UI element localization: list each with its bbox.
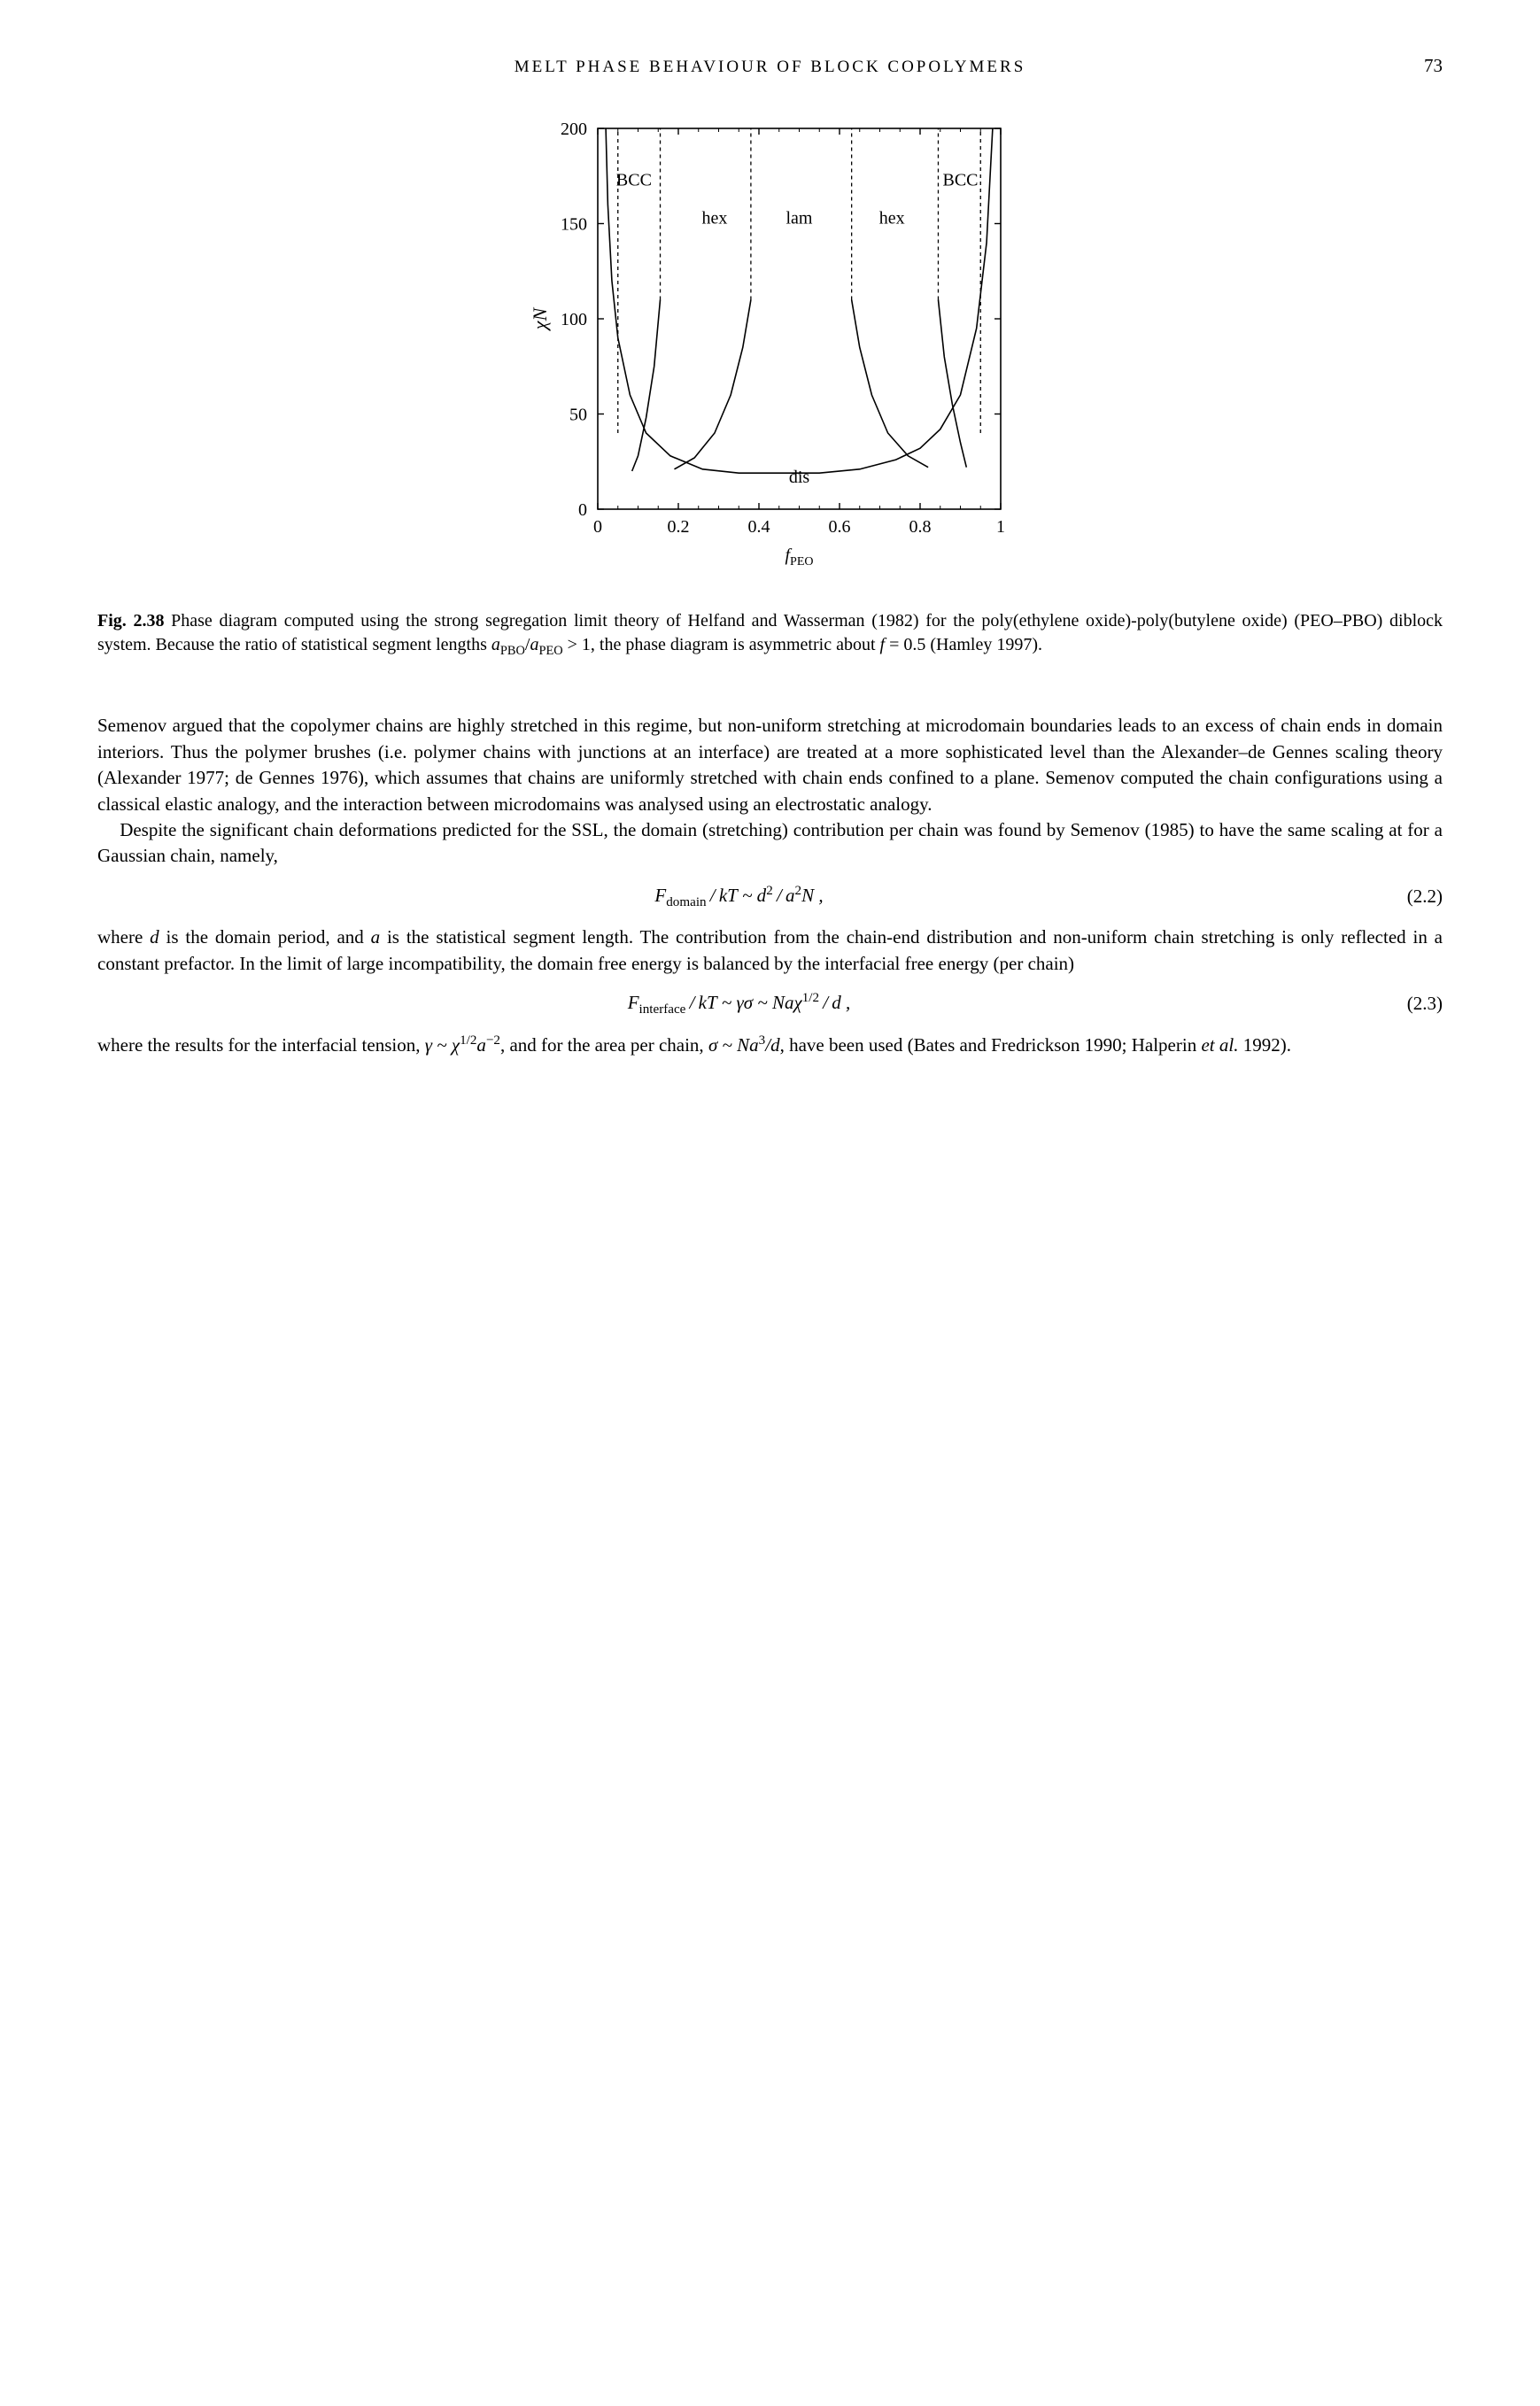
svg-text:150: 150 [561,214,587,234]
caption-a1: a [491,635,500,654]
svg-text:χN: χN [529,306,551,331]
paragraph-3: where d is the domain period, and a is t… [97,924,1443,977]
p4-c: , have been used (Bates and Fredrickson … [780,1034,1202,1056]
p4-overd: /d [765,1034,779,1056]
caption-gt: > 1, the phase diagram is asymmetric abo… [563,635,880,654]
paragraph-4: where the results for the interfacial te… [97,1032,1443,1058]
p4-d: 1992). [1238,1034,1291,1056]
equation-2-2-number: (2.2) [1381,884,1443,909]
svg-text:BCC: BCC [942,170,978,190]
running-head: MELT PHASE BEHAVIOUR OF BLOCK COPOLYMERS [133,56,1407,80]
figure-2-38: 0 0.2 0.4 0.6 0.8 1 0 50 100 150 200 fPEO χN BCC BCC he… [97,115,1443,583]
page-header: MELT PHASE BEHAVIOUR OF BLOCK COPOLYMERS… [97,53,1443,80]
caption-sub-peo: PEO [538,644,562,658]
svg-text:1: 1 [996,517,1005,537]
figure-caption: Fig. 2.38 Phase diagram computed using t… [97,609,1443,660]
p4-etal: et al. [1201,1034,1238,1056]
svg-text:100: 100 [561,310,587,329]
svg-text:dis: dis [788,467,809,486]
equation-2-3-body: Finterface / kT ~ γσ ~ Naχ1/2 / d , [97,989,1381,1019]
p3-avar: a [371,926,381,948]
p4-gamma: γ ~ χ [425,1034,460,1056]
page-number: 73 [1407,53,1443,79]
svg-text:0.4: 0.4 [747,517,770,537]
p4-b: , and for the area per chain, [500,1034,708,1056]
caption-sub-pbo: PBO [500,644,525,658]
svg-text:fPEO: fPEO [785,545,813,569]
svg-text:0.8: 0.8 [909,517,931,537]
paragraph-1: Semenov argued that the copolymer chains… [97,713,1443,817]
p3-d: d [150,926,159,948]
p3-a: where [97,926,150,948]
equation-2-3: Finterface / kT ~ γσ ~ Naχ1/2 / d , (2.3… [97,989,1443,1019]
equation-2-2: Fdomain / kT ~ d2 / a2N , (2.2) [97,882,1443,912]
svg-text:200: 200 [561,120,587,139]
svg-text:50: 50 [569,405,587,424]
equation-2-3-number: (2.3) [1381,991,1443,1017]
p3-b: is the domain period, and [159,926,371,948]
svg-text:0.2: 0.2 [667,517,689,537]
p4-sigma: σ ~ Na [708,1034,759,1056]
svg-text:0.6: 0.6 [828,517,850,537]
p4-a: where the results for the interfacial te… [97,1034,425,1056]
paragraph-2: Despite the significant chain deformatio… [97,817,1443,870]
equation-2-2-body: Fdomain / kT ~ d2 / a2N , [97,882,1381,912]
svg-text:hex: hex [878,208,904,228]
caption-label: Fig. 2.38 [97,611,164,631]
caption-tail: = 0.5 (Hamley 1997). [885,635,1042,654]
caption-a2: a [530,635,538,654]
svg-text:BCC: BCC [615,170,651,190]
phase-diagram-chart: 0 0.2 0.4 0.6 0.8 1 0 50 100 150 200 fPEO χN BCC BCC he… [522,115,1018,576]
svg-text:0: 0 [578,500,587,520]
svg-text:hex: hex [701,208,727,228]
svg-text:lam: lam [785,208,812,228]
svg-text:0: 0 [593,517,602,537]
p4-ainv: a [476,1034,486,1056]
